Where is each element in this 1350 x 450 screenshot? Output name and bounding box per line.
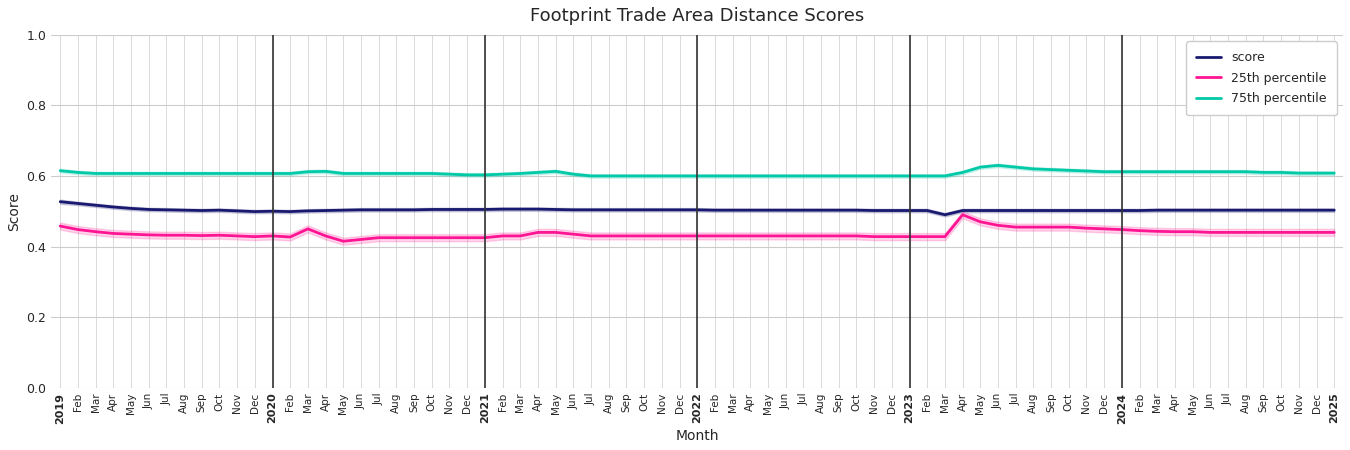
75th percentile xyxy=(335,171,351,176)
25th percentile xyxy=(1238,230,1254,235)
score xyxy=(1220,207,1237,213)
25th percentile xyxy=(53,223,69,229)
Title: Footprint Trade Area Distance Scores: Footprint Trade Area Distance Scores xyxy=(531,7,864,25)
score xyxy=(53,199,69,204)
Y-axis label: Score: Score xyxy=(7,192,22,231)
75th percentile xyxy=(53,168,69,173)
score xyxy=(1326,207,1342,213)
25th percentile xyxy=(1184,229,1200,234)
score xyxy=(1131,208,1148,213)
Line: 25th percentile: 25th percentile xyxy=(61,215,1334,241)
75th percentile xyxy=(990,162,1006,168)
25th percentile xyxy=(352,237,369,242)
score xyxy=(335,207,351,213)
Line: 75th percentile: 75th percentile xyxy=(61,165,1334,176)
score xyxy=(477,207,493,212)
score xyxy=(688,207,705,212)
Legend: score, 25th percentile, 75th percentile: score, 25th percentile, 75th percentile xyxy=(1187,41,1336,115)
X-axis label: Month: Month xyxy=(675,429,720,443)
75th percentile xyxy=(583,173,599,179)
Line: score: score xyxy=(61,202,1334,215)
score xyxy=(1166,207,1183,213)
25th percentile xyxy=(1149,229,1165,234)
25th percentile xyxy=(335,238,351,244)
25th percentile xyxy=(954,212,971,217)
75th percentile xyxy=(1238,169,1254,175)
25th percentile xyxy=(707,233,724,238)
score xyxy=(937,212,953,217)
75th percentile xyxy=(1326,171,1342,176)
25th percentile xyxy=(1326,230,1342,235)
75th percentile xyxy=(1149,169,1165,175)
25th percentile xyxy=(494,233,510,238)
75th percentile xyxy=(707,173,724,179)
75th percentile xyxy=(477,172,493,178)
75th percentile xyxy=(1184,169,1200,175)
